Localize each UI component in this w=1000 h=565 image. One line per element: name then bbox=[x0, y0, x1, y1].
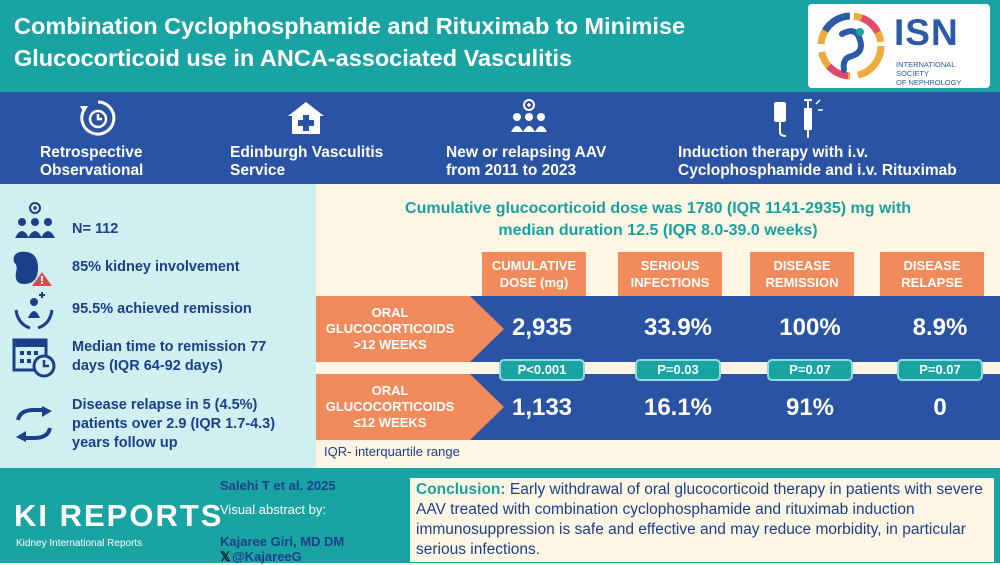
stat-time-line-2: days (IQR 64-92 days) bbox=[72, 358, 223, 374]
band-population-line-2: from 2011 to 2023 bbox=[446, 162, 577, 179]
results-headline: Cumulative glucocorticoid dose was 1780 … bbox=[316, 198, 1000, 242]
row-short-line-3: ≤12 WEEKS bbox=[353, 415, 427, 430]
clock-refresh-icon bbox=[80, 100, 116, 136]
col-dose-line-1: CUMULATIVE bbox=[491, 258, 577, 273]
band-item-population: New or relapsing AAV from 2011 to 2023 bbox=[446, 92, 636, 184]
value-long-infections: 33.9% bbox=[643, 314, 713, 341]
col-infections-line-1: SERIOUS bbox=[640, 258, 700, 273]
kidney-icon bbox=[13, 251, 52, 286]
band-label-population: New or relapsing AAV from 2011 to 2023 bbox=[446, 144, 606, 180]
hospital-icon bbox=[288, 102, 324, 134]
column-header-disease-relapse: DISEASE RELAPSE bbox=[880, 252, 984, 296]
stats-panel: N= 112 85% kidney involvement 95.5% achi… bbox=[0, 184, 316, 468]
author-handle: 𝕏 @KajareeG bbox=[220, 549, 302, 565]
credits: Salehi T et al. 2025 Visual abstract by:… bbox=[220, 478, 405, 564]
calendar-clock-icon bbox=[12, 338, 56, 378]
value-short-infections: 16.1% bbox=[643, 394, 713, 421]
column-header-serious-infections: SERIOUS INFECTIONS bbox=[618, 252, 722, 296]
stat-text-kidney: 85% kidney involvement bbox=[72, 259, 240, 275]
stat-text-remission: 95.5% achieved remission bbox=[72, 301, 252, 317]
col-relapse-line-1: DISEASE bbox=[903, 258, 961, 273]
author-handle-text: @KajareeG bbox=[232, 549, 302, 564]
isn-emblem-icon bbox=[817, 12, 885, 80]
row-long-line-2: GLUCOCORTICOIDS bbox=[325, 321, 455, 336]
value-long-remission: 100% bbox=[779, 314, 841, 341]
band-label-intervention: Induction therapy with i.v. Cyclophospha… bbox=[678, 144, 957, 180]
column-header-disease-remission: DISEASE REMISSION bbox=[750, 252, 854, 296]
headline-line-1: Cumulative glucocorticoid dose was 1780 … bbox=[405, 200, 911, 217]
iv-syringe-icon bbox=[774, 99, 823, 138]
row-short-line-1: ORAL bbox=[371, 383, 409, 398]
row-label-arrow-long bbox=[316, 296, 504, 362]
p-value-relapse: P=0.07 bbox=[897, 359, 983, 381]
value-short-remission: 91% bbox=[785, 394, 835, 421]
stat-text-time-to-remission: Median time to remission 77 days (IQR 64… bbox=[72, 338, 266, 376]
band-item-setting: Edinburgh Vasculitis Service bbox=[230, 92, 410, 184]
value-short-dose: 1,133 bbox=[511, 394, 573, 421]
x-logo-icon: 𝕏 bbox=[220, 549, 231, 564]
row-label-long: ORAL GLUCOCORTICOIDS >12 WEEKS bbox=[322, 305, 458, 353]
conclusion-label: Conclusion: bbox=[416, 481, 506, 498]
author-name: Kajaree Giri, MD DM bbox=[220, 534, 345, 549]
band-setting-line-1: Edinburgh Vasculitis bbox=[230, 144, 384, 161]
band-intervention-line-2: Cyclophosphamide and i.v. Rituximab bbox=[678, 162, 957, 179]
journal-logo-text: KI REPORTS bbox=[14, 498, 224, 533]
row-label-short: ORAL GLUCOCORTICOIDS ≤12 WEEKS bbox=[322, 383, 458, 431]
journal-subtitle: Kidney International Reports bbox=[16, 538, 143, 549]
isn-sub-line-1: INTERNATIONAL SOCIETY bbox=[896, 60, 956, 78]
title-line-1: Combination Cyclophosphamide and Rituxim… bbox=[14, 13, 686, 39]
band-population-line-1: New or relapsing AAV bbox=[446, 144, 607, 161]
col-remission-line-2: REMISSION bbox=[765, 275, 839, 290]
col-infections-line-2: INFECTIONS bbox=[630, 275, 710, 290]
stat-relapse-line-1: Disease relapse in 5 (4.5%) bbox=[72, 397, 258, 413]
conclusion-box: Conclusion: Early withdrawal of oral glu… bbox=[410, 478, 994, 562]
p-value-dose: P<0.001 bbox=[499, 359, 585, 381]
band-item-design: Retrospective Observational bbox=[40, 92, 210, 184]
visual-abstract-credit: Visual abstract by: bbox=[220, 502, 326, 517]
stat-relapse-line-3: years follow up bbox=[72, 435, 178, 451]
col-dose-line-2: DOSE (mg) bbox=[499, 275, 569, 290]
page-title: Combination Cyclophosphamide and Rituxim… bbox=[14, 10, 804, 74]
isn-logo: ISN INTERNATIONAL SOCIETY OF NEPHROLOGY bbox=[808, 4, 990, 88]
people-icon bbox=[15, 202, 55, 238]
col-relapse-line-2: RELAPSE bbox=[901, 275, 963, 290]
stat-relapse-line-2: patients over 2.9 (IQR 1.7-4.3) bbox=[72, 416, 276, 432]
study-design-band: Retrospective Observational Edinburgh Va… bbox=[0, 92, 1000, 184]
title-line-2: Glucocorticoid use in ANCA-associated Va… bbox=[14, 45, 573, 71]
hands-person-icon bbox=[14, 292, 54, 330]
band-label-setting: Edinburgh Vasculitis Service bbox=[230, 144, 383, 180]
col-remission-line-1: DISEASE bbox=[773, 258, 831, 273]
band-setting-line-2: Service bbox=[230, 162, 286, 179]
patients-group-icon bbox=[511, 99, 547, 132]
row-long-line-1: ORAL bbox=[371, 305, 409, 320]
column-header-cumulative-dose: CUMULATIVE DOSE (mg) bbox=[482, 252, 586, 296]
band-item-intervention: Induction therapy with i.v. Cyclophospha… bbox=[678, 92, 978, 184]
row-label-arrow-short bbox=[316, 374, 504, 440]
value-long-relapse: 8.9% bbox=[912, 314, 968, 341]
stat-text-relapse: Disease relapse in 5 (4.5%) patients ove… bbox=[72, 396, 275, 453]
headline-line-2: median duration 12.5 (IQR 8.0-39.0 weeks… bbox=[498, 222, 818, 239]
p-value-infections: P=0.03 bbox=[635, 359, 721, 381]
value-short-relapse: 0 bbox=[933, 394, 947, 421]
citation: Salehi T et al. 2025 bbox=[220, 478, 336, 493]
isn-logo-subtitle: INTERNATIONAL SOCIETY OF NEPHROLOGY bbox=[896, 60, 990, 87]
relapse-arrows-icon bbox=[16, 406, 52, 442]
band-design-line-2: Observational bbox=[40, 162, 144, 179]
conclusion-text: Early withdrawal of oral glucocorticoid … bbox=[416, 481, 983, 558]
header: Combination Cyclophosphamide and Rituxim… bbox=[0, 0, 1000, 92]
row-long-line-3: >12 WEEKS bbox=[353, 337, 427, 352]
stat-time-line-1: Median time to remission 77 bbox=[72, 339, 267, 355]
band-design-line-1: Retrospective bbox=[40, 144, 143, 161]
value-long-dose: 2,935 bbox=[511, 314, 573, 341]
row-short-line-2: GLUCOCORTICOIDS bbox=[325, 399, 455, 414]
band-intervention-line-1: Induction therapy with i.v. bbox=[678, 144, 869, 161]
isn-logo-text: ISN bbox=[894, 12, 959, 53]
p-value-remission: P=0.07 bbox=[767, 359, 853, 381]
band-label-design: Retrospective Observational bbox=[40, 144, 143, 180]
iqr-footnote: IQR- interquartile range bbox=[324, 444, 460, 459]
isn-sub-line-2: OF NEPHROLOGY bbox=[896, 78, 962, 87]
stat-text-sample-size: N= 112 bbox=[72, 221, 119, 237]
